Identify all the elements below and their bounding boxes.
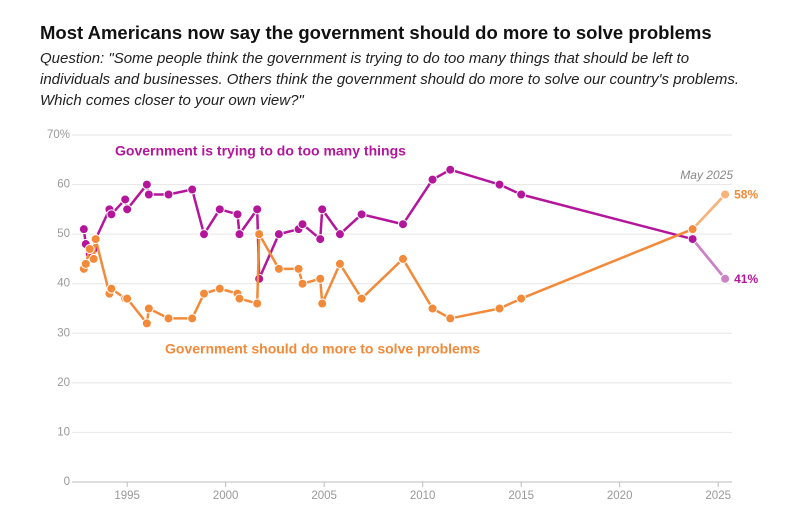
y-tick-label: 70% [47, 129, 70, 141]
data-point [122, 204, 133, 215]
data-point [187, 184, 198, 195]
data-point [106, 209, 117, 220]
data-point [214, 204, 225, 215]
data-point [720, 273, 731, 284]
y-tick-label: 60 [57, 179, 70, 191]
data-point [234, 293, 245, 304]
data-point [273, 229, 284, 240]
data-point [232, 209, 243, 220]
data-point [317, 298, 328, 309]
data-point [120, 194, 131, 205]
x-tick-label: 2015 [508, 490, 534, 502]
y-tick-label: 40 [57, 278, 70, 290]
y-tick-label: 10 [57, 426, 70, 438]
data-point [397, 219, 408, 230]
data-point [445, 164, 456, 175]
data-point [315, 273, 326, 284]
x-tick-label: 2010 [410, 490, 436, 502]
data-point [252, 204, 263, 215]
series-label: Government should do more to solve probl… [165, 341, 480, 357]
data-point [687, 224, 698, 235]
data-point [187, 313, 198, 324]
y-tick-label: 30 [57, 327, 70, 339]
data-point [516, 293, 527, 304]
data-point [84, 244, 95, 255]
x-tick-label: 2025 [705, 490, 731, 502]
data-point [297, 278, 308, 289]
y-tick-label: 50 [57, 228, 70, 240]
value-label: 58% [734, 188, 758, 202]
data-point [356, 293, 367, 304]
data-point [494, 303, 505, 314]
chart-title: Most Americans now say the government sh… [40, 22, 712, 43]
annotation: May 2025 [680, 168, 733, 182]
data-point [143, 303, 154, 314]
recent-segment [691, 193, 727, 231]
x-tick-label: 2020 [607, 490, 633, 502]
data-point [297, 219, 308, 230]
data-point [687, 234, 698, 245]
data-point [214, 283, 225, 294]
data-point [199, 229, 209, 240]
data-point [141, 318, 152, 329]
data-point [516, 189, 527, 200]
data-point [106, 283, 117, 294]
x-tick-label: 2000 [213, 490, 239, 502]
data-point [293, 263, 304, 274]
data-point [252, 298, 263, 309]
y-tick-label: 20 [57, 377, 70, 389]
y-tick-label: 0 [64, 476, 70, 488]
data-point [427, 303, 438, 314]
value-label: 41% [734, 272, 758, 286]
data-point [199, 288, 209, 299]
data-point [334, 229, 345, 240]
data-point [720, 189, 731, 200]
recent-segment [691, 238, 727, 280]
data-point [90, 234, 101, 245]
data-point [254, 229, 265, 240]
data-point [445, 313, 456, 324]
data-point [122, 293, 133, 304]
data-point [315, 234, 326, 245]
series-label: Government is trying to do too many thin… [115, 143, 406, 159]
data-point [334, 258, 345, 269]
data-point [494, 179, 505, 190]
data-point [163, 189, 174, 200]
data-point [273, 263, 284, 274]
chart-subtitle: Question: "Some people think the governm… [40, 50, 740, 109]
data-point [234, 229, 245, 240]
data-point [80, 258, 91, 269]
data-point [143, 189, 154, 200]
data-point [141, 179, 152, 190]
data-point [317, 204, 328, 215]
data-point [78, 224, 89, 235]
data-point [427, 174, 438, 185]
data-point [163, 313, 174, 324]
data-point [397, 253, 408, 264]
x-tick-label: 1995 [114, 490, 140, 502]
data-point [356, 209, 367, 220]
data-point [88, 253, 99, 264]
x-tick-label: 2005 [311, 490, 337, 502]
